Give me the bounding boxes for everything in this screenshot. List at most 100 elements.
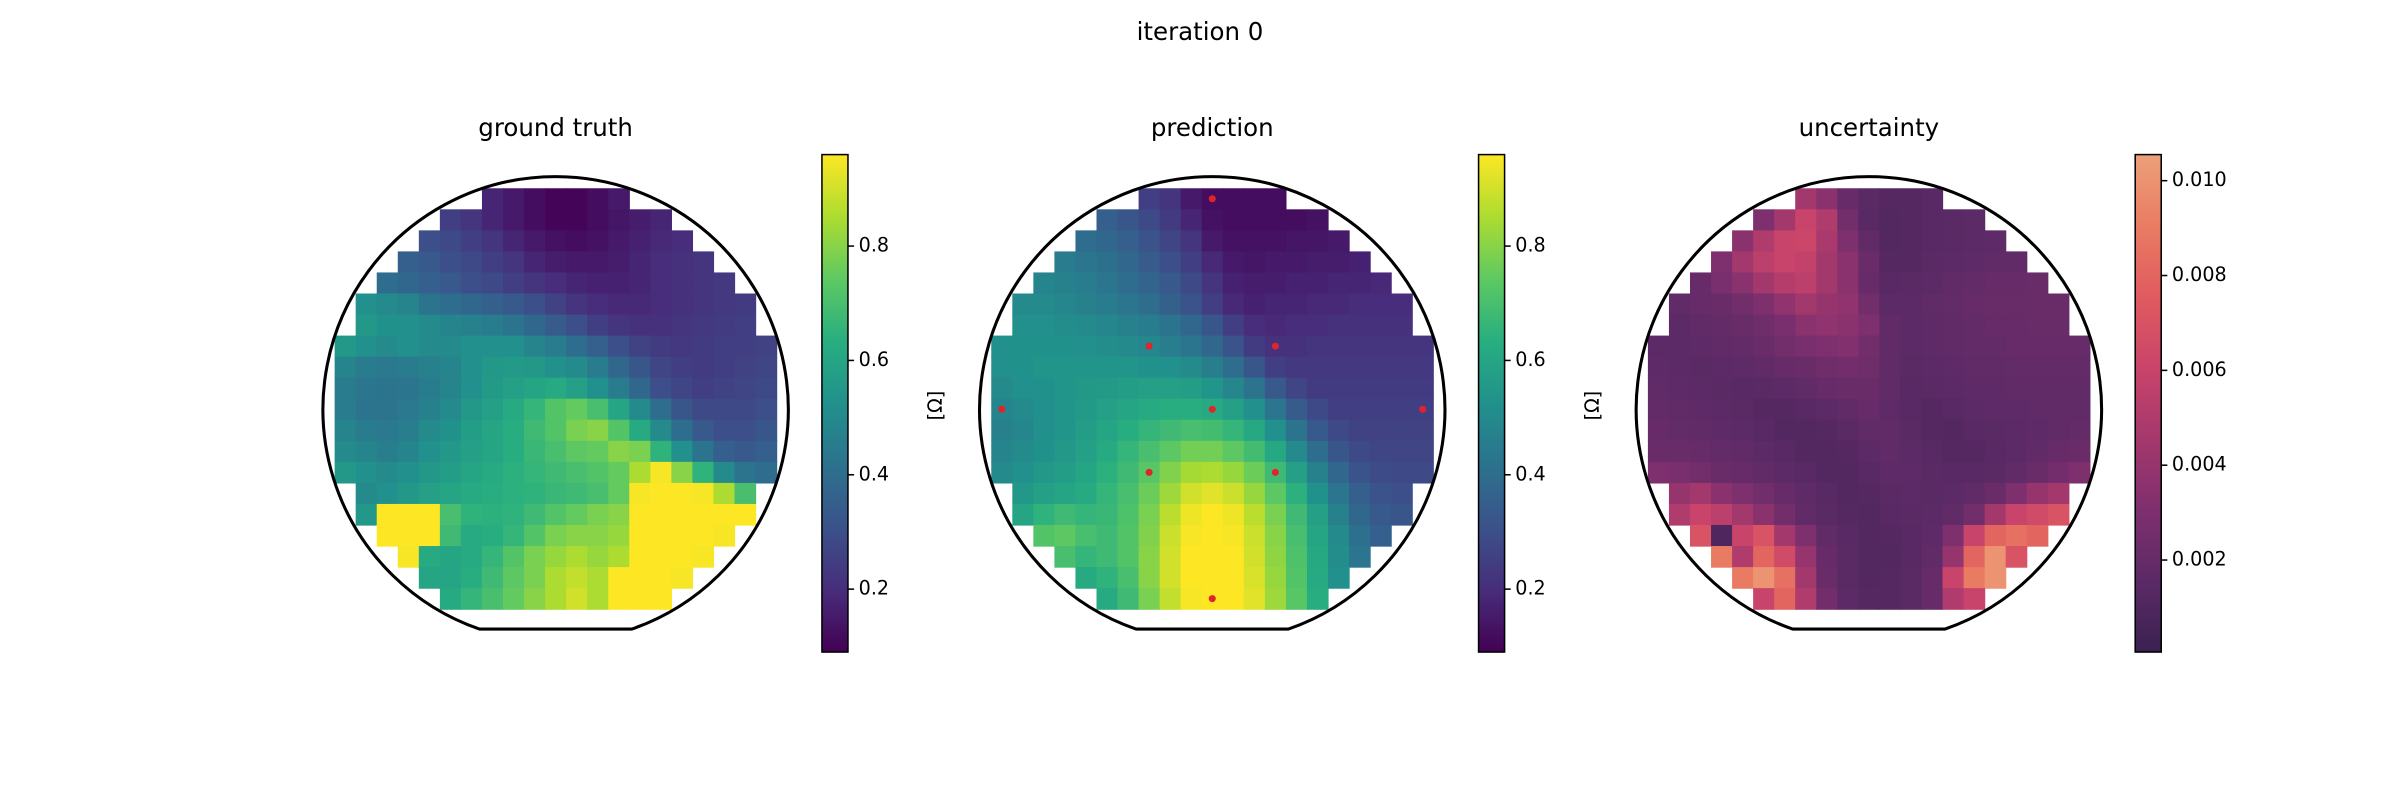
cell — [1668, 377, 1691, 400]
cell — [629, 546, 651, 568]
cell — [1096, 377, 1119, 400]
cell — [1942, 567, 1965, 589]
cell — [1033, 461, 1056, 484]
cell — [608, 209, 630, 231]
cell — [1921, 524, 1944, 547]
cell — [1711, 314, 1733, 337]
cell — [692, 335, 715, 358]
cell — [1349, 461, 1371, 484]
cell — [1327, 377, 1350, 400]
cell — [1370, 398, 1392, 421]
cell — [481, 546, 504, 568]
cell — [1837, 377, 1859, 400]
colorbar-tick-label: 0.2 — [859, 577, 889, 600]
cell — [503, 419, 525, 442]
cell — [1816, 335, 1838, 358]
cell — [692, 440, 715, 463]
cell — [1117, 524, 1140, 547]
cell — [566, 335, 588, 358]
cell — [1837, 293, 1859, 316]
cell — [1012, 419, 1034, 442]
cell — [503, 482, 525, 505]
cell — [1795, 588, 1817, 610]
cell — [397, 356, 420, 379]
sample-point — [1271, 342, 1279, 350]
cell — [566, 377, 588, 400]
cell — [1033, 398, 1056, 421]
cell — [608, 503, 630, 526]
cell — [1159, 209, 1182, 231]
cell — [1879, 461, 1902, 484]
cell — [1837, 503, 1859, 526]
cell — [439, 356, 462, 379]
cell — [524, 251, 546, 274]
cell — [713, 335, 736, 358]
cell — [1689, 293, 1712, 316]
cell — [1921, 377, 1944, 400]
cell — [1795, 524, 1817, 547]
cell — [1795, 209, 1817, 231]
cell — [1222, 503, 1245, 526]
cell — [1942, 230, 1965, 253]
cell — [1096, 272, 1119, 295]
cell — [991, 419, 1013, 442]
cell — [1900, 546, 1923, 568]
cell — [1753, 230, 1775, 253]
cell — [524, 524, 546, 547]
cell — [460, 588, 483, 610]
cell — [1647, 356, 1670, 379]
cell — [418, 230, 441, 253]
cell — [503, 314, 525, 337]
cell — [1180, 588, 1203, 610]
cell — [1349, 251, 1371, 274]
cell — [1222, 272, 1245, 295]
cell — [524, 188, 546, 210]
colorbar-tick-label: 0.006 — [2172, 358, 2227, 381]
cell — [734, 335, 757, 358]
cell — [1984, 567, 2007, 589]
cell — [713, 461, 736, 484]
cell — [1117, 251, 1140, 274]
cell — [1222, 230, 1245, 253]
cell — [991, 335, 1013, 358]
cell — [1159, 567, 1182, 589]
cell — [1647, 335, 1670, 358]
cell — [2047, 377, 2070, 400]
cell — [418, 251, 441, 274]
cell — [1963, 461, 1986, 484]
cell — [1033, 377, 1056, 400]
cell — [629, 567, 651, 589]
cell — [734, 356, 757, 379]
cell — [2005, 314, 2028, 337]
cell — [1243, 314, 1266, 337]
cell — [1075, 251, 1098, 274]
cell — [1117, 293, 1140, 316]
cell — [1984, 293, 2007, 316]
sample-point — [1271, 468, 1279, 476]
cell — [1349, 314, 1371, 337]
cell — [1816, 567, 1838, 589]
sample-point — [1208, 195, 1216, 203]
cell — [1795, 230, 1817, 253]
cell — [355, 461, 378, 484]
cell — [2047, 482, 2070, 505]
cell — [1159, 419, 1182, 442]
cell — [1138, 524, 1161, 547]
cell — [1711, 377, 1733, 400]
cell — [460, 461, 483, 484]
cell — [1774, 398, 1796, 421]
cell — [692, 377, 715, 400]
cell — [460, 314, 483, 337]
cell — [1349, 398, 1371, 421]
cell — [1900, 440, 1923, 463]
cell — [376, 440, 399, 463]
cell — [1689, 503, 1712, 526]
cell — [1900, 503, 1923, 526]
cell — [1689, 419, 1712, 442]
cell — [734, 440, 757, 463]
cell — [713, 314, 736, 337]
cell — [1180, 546, 1203, 568]
colorbar-tick-label: 0.4 — [1515, 462, 1545, 485]
cell — [1180, 230, 1203, 253]
cell — [1306, 482, 1329, 505]
